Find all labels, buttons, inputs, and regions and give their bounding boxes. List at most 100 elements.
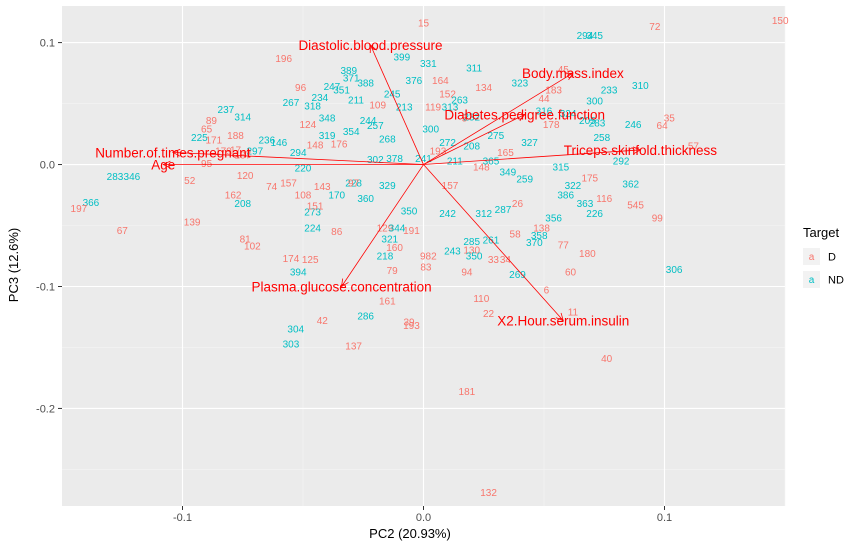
observation-label: 378 xyxy=(386,154,403,165)
observation-label: 102 xyxy=(244,242,261,253)
observation-label: 365 xyxy=(483,156,500,167)
x-tick-label: 0.1 xyxy=(657,512,672,524)
observation-label: 116 xyxy=(596,194,612,205)
observation-label: 363 xyxy=(577,199,594,210)
loading-label: Body.mass.index xyxy=(522,66,624,81)
y-axis-title: PC3 (12.6%) xyxy=(6,228,21,302)
observation-label: 45 xyxy=(558,65,570,76)
observation-label: 386 xyxy=(557,191,574,202)
observation-label: 57 xyxy=(688,142,700,153)
observation-label: 157 xyxy=(280,178,297,189)
observation-label: 120 xyxy=(237,171,254,182)
arrow-head xyxy=(555,312,564,322)
arrow-head xyxy=(369,44,377,54)
observation-label: 44 xyxy=(538,94,550,105)
observation-label: 164 xyxy=(432,76,449,87)
observation-label: 137 xyxy=(345,342,362,353)
arrow-head xyxy=(632,146,642,155)
loading-arrow xyxy=(172,151,424,165)
observation-label: 283 xyxy=(589,119,606,130)
observation-label: 272 xyxy=(439,138,456,149)
observation-label: 89 xyxy=(206,116,218,127)
observation-label: 86 xyxy=(331,227,343,238)
observation-label: 42 xyxy=(317,316,329,327)
y-tick-label: 0.1 xyxy=(40,38,55,50)
observation-label: 285 xyxy=(463,237,480,248)
x-tick-label: -0.1 xyxy=(173,512,192,524)
observation-label: 286 xyxy=(357,311,374,322)
observation-label: 220 xyxy=(295,164,312,175)
observation-label: 310 xyxy=(632,81,649,92)
observation-label: 17 xyxy=(230,145,242,156)
observation-label: 300 xyxy=(422,125,439,136)
observation-label: 362 xyxy=(622,180,639,191)
observation-label: 258 xyxy=(593,133,610,144)
observation-label: 179 xyxy=(215,147,232,158)
observation-label: 193 xyxy=(430,147,447,158)
loading-label: Diastolic.blood.pressure xyxy=(298,38,442,53)
observation-label: 132 xyxy=(480,488,497,499)
observation-label: 134 xyxy=(475,83,492,94)
observation-label: 35 xyxy=(664,114,676,125)
observation-label: 34 xyxy=(500,255,512,266)
observation-label: 79 xyxy=(387,266,399,277)
observation-label: 138 xyxy=(533,223,550,234)
observation-label: 129 xyxy=(377,223,394,234)
observation-label: 275 xyxy=(487,131,504,142)
observation-label: 354 xyxy=(343,127,360,138)
observation-label: 236 xyxy=(259,136,276,147)
observation-label: 178 xyxy=(543,120,560,131)
loading-arrow xyxy=(423,72,574,165)
loading-vectors: Diastolic.blood.pressure Body.mass.index D… xyxy=(95,38,717,329)
observation-label: 376 xyxy=(406,76,423,87)
observation-label: 311 xyxy=(466,64,482,75)
observation-label: 157 xyxy=(442,181,459,192)
observation-label: 183 xyxy=(545,86,562,97)
observation-label: 60 xyxy=(565,267,577,278)
arrow-head xyxy=(162,160,171,169)
observation-label: 321 xyxy=(381,234,398,245)
observation-label: 208 xyxy=(463,142,480,153)
observation-label: 329 xyxy=(379,181,396,192)
loading-arrow xyxy=(423,149,641,165)
observation-label: 360 xyxy=(357,194,374,205)
observation-label: 211 xyxy=(348,95,364,106)
arrow-head xyxy=(564,72,574,81)
observation-label: 11 xyxy=(568,308,579,319)
loading-label: X2.Hour.serum.insulin xyxy=(497,314,629,329)
observation-label: 267 xyxy=(283,98,300,109)
plot-panel xyxy=(62,6,786,506)
observation-label: 312 xyxy=(475,209,492,220)
observation-label: 292 xyxy=(613,156,630,167)
observation-label: 349 xyxy=(500,167,517,178)
observation-label: 83 xyxy=(420,262,432,273)
observation-label: 228 xyxy=(345,178,362,189)
observation-label: 356 xyxy=(545,214,562,225)
observation-label: 188 xyxy=(227,131,244,142)
observation-label: 205 xyxy=(579,116,596,127)
arrow-head xyxy=(516,114,526,122)
observation-label: 108 xyxy=(295,191,312,202)
x-axis-title: PC2 (20.93%) xyxy=(369,526,451,541)
observation-label: 181 xyxy=(459,387,476,398)
observation-label: 224 xyxy=(304,223,321,234)
observation-label: 165 xyxy=(497,148,514,159)
observation-label: 226 xyxy=(586,209,603,220)
observation-label: 304 xyxy=(287,325,304,336)
observation-label: 81 xyxy=(240,234,252,245)
observation-label: 213 xyxy=(396,103,413,114)
observation-label: 170 xyxy=(328,191,345,202)
observation-label: 196 xyxy=(275,54,292,65)
observation-label: 15 xyxy=(418,19,430,30)
observation-label: 225 xyxy=(191,133,208,144)
legend-key-glyph: a xyxy=(809,252,815,263)
observation-label: 394 xyxy=(290,267,307,278)
y-tick-label: -0.1 xyxy=(36,281,55,293)
observation-label: 162 xyxy=(225,191,242,202)
observation-label: 26 xyxy=(512,199,524,210)
observation-label: 351 xyxy=(333,86,350,97)
observation-label: 218 xyxy=(377,252,394,263)
loading-arrow xyxy=(423,164,564,321)
observation-label: 109 xyxy=(369,100,386,111)
observation-label: 193 xyxy=(403,321,420,332)
